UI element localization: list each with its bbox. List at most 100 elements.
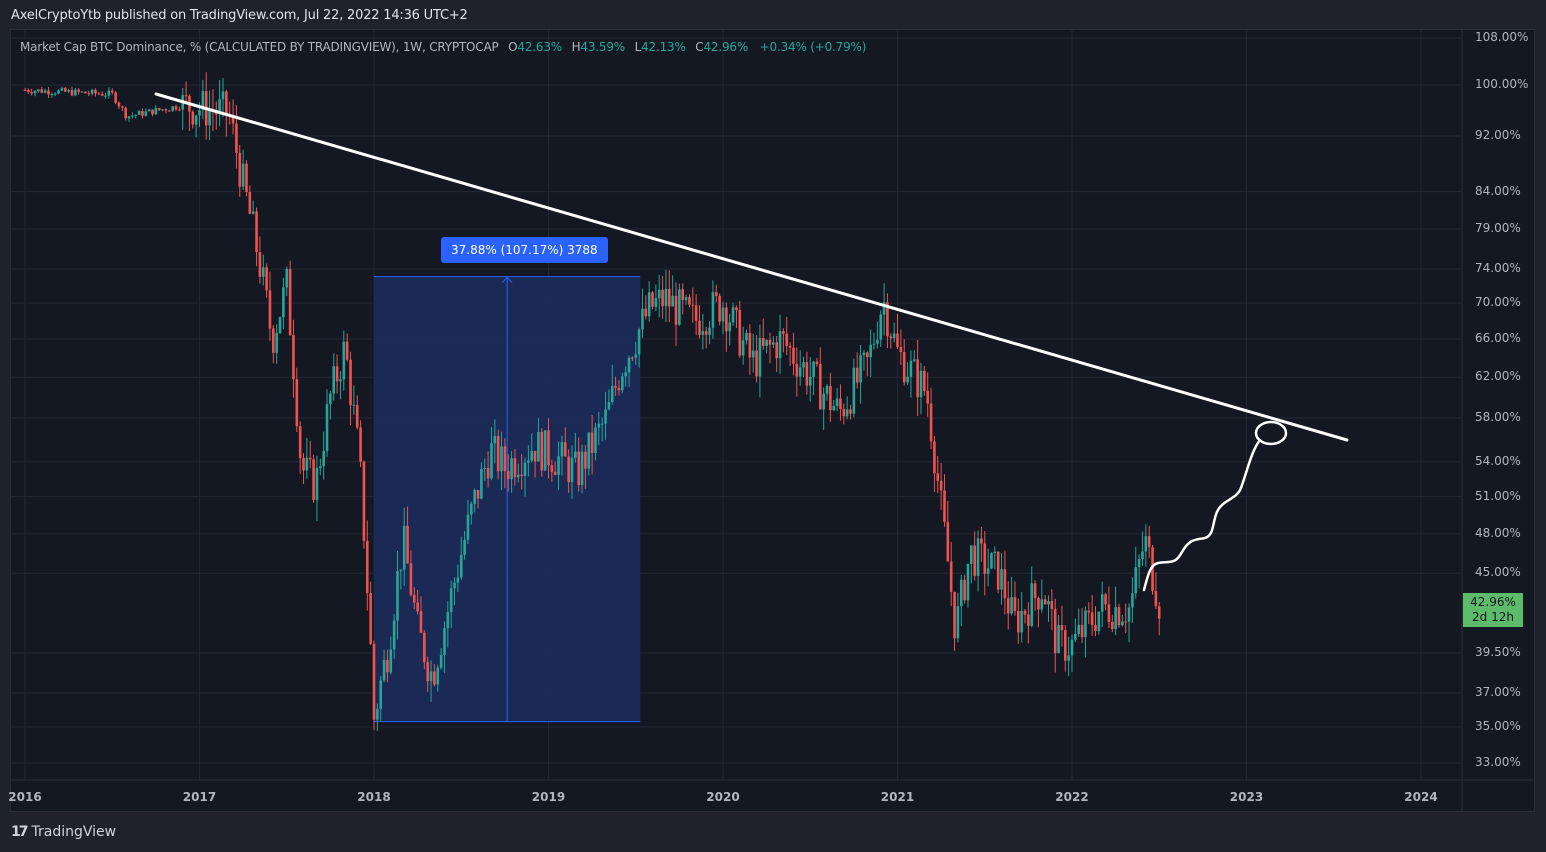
time-axis-label: 2016 (8, 790, 42, 804)
price-axis-label: 79.00% (1475, 221, 1521, 236)
candle-body (896, 333, 899, 347)
time-axis-label: 2023 (1229, 790, 1264, 804)
candle-body (1017, 610, 1020, 633)
candle-body (53, 93, 57, 95)
bar-countdown: 2d 12h (1472, 610, 1514, 624)
candle-body (966, 563, 970, 601)
tradingview-brand[interactable]: 17 TradingView (11, 824, 116, 840)
candle-body (869, 344, 872, 358)
candle-body (631, 357, 634, 359)
candle-body (805, 362, 809, 386)
candle-body (27, 89, 30, 92)
candle-body (563, 442, 567, 457)
candle-body (392, 620, 396, 650)
candle-body (872, 343, 876, 345)
candle-body (788, 345, 792, 348)
target-circle-drawing (1254, 420, 1288, 446)
candle-body (751, 350, 755, 358)
candle-body (926, 390, 930, 404)
candle-body (815, 361, 819, 365)
candle-body (708, 327, 711, 335)
candle-body (533, 451, 537, 462)
candle-body (1077, 624, 1081, 634)
candle-body (855, 367, 859, 383)
price-axis-label: 35.00% (1475, 718, 1521, 733)
candle-body (1070, 639, 1074, 656)
candle-body (231, 115, 235, 124)
candle-body (1027, 614, 1030, 626)
candle-body (1040, 599, 1044, 610)
candle-body (728, 322, 732, 332)
candle-body (671, 295, 674, 307)
candle-body (352, 404, 356, 406)
candle-body (268, 290, 272, 329)
candle-body (963, 579, 966, 601)
candle-body (761, 338, 765, 346)
trendline-drawing (154, 92, 1349, 442)
candle-body (292, 335, 295, 380)
price-axis-label: 84.00% (1475, 183, 1521, 198)
candle-body (77, 89, 80, 92)
candle-body (889, 336, 893, 339)
candle-body (567, 456, 570, 483)
candle-body (580, 451, 584, 486)
candle-body (1060, 624, 1064, 631)
candle-body (839, 398, 842, 409)
candle-body (785, 333, 789, 346)
candle-body (57, 90, 60, 94)
candle-body (1057, 624, 1060, 654)
candle-body (60, 88, 64, 91)
candle-body (530, 451, 534, 461)
candle-body (490, 443, 493, 479)
candle-body (587, 432, 591, 469)
candle-body (852, 367, 856, 414)
candle-body (829, 385, 832, 411)
price-axis-label: 100.00% (1475, 76, 1529, 91)
candle-body (1100, 594, 1104, 612)
candle-body (1050, 601, 1054, 610)
high-key: H (571, 40, 581, 54)
candle-body (919, 370, 923, 398)
candle-body (1134, 567, 1138, 594)
candle-body (1127, 607, 1131, 622)
candle-body (33, 91, 37, 94)
candle-body (694, 305, 698, 321)
candle-body (1107, 604, 1111, 622)
candle-body (214, 111, 218, 115)
candle-body (899, 346, 903, 353)
candle-body (121, 106, 124, 108)
candle-body (235, 123, 238, 153)
candle-body (513, 458, 517, 478)
candle-body (664, 288, 668, 307)
candle-body (386, 659, 389, 673)
candle-body (738, 309, 742, 356)
candle-body (674, 295, 678, 325)
candle-body (332, 366, 336, 394)
candle-body (822, 393, 825, 410)
candle-body (688, 297, 691, 305)
candle-body (322, 450, 325, 467)
time-axis-label: 2021 (880, 790, 915, 804)
candle-body (416, 602, 419, 612)
candle-body (1003, 569, 1007, 599)
candle-body (245, 163, 248, 192)
arrow-up-icon (501, 276, 513, 283)
candle-body (570, 457, 574, 483)
candle-body (218, 99, 221, 115)
candle-body (365, 540, 369, 594)
price-axis-label: 108.00% (1475, 29, 1529, 44)
candle-body (251, 211, 255, 214)
candle-body (63, 88, 67, 92)
candle-body (657, 289, 661, 299)
price-axis-label: 39.50% (1475, 644, 1521, 659)
candle-body (637, 329, 641, 355)
candle-body (798, 367, 802, 377)
candle-body (557, 456, 560, 475)
candle-body (225, 91, 228, 116)
candle-body (1157, 606, 1161, 619)
candle-body (117, 102, 121, 107)
candle-body (429, 671, 433, 682)
candle-body (1043, 599, 1047, 605)
candle-body (110, 90, 114, 93)
